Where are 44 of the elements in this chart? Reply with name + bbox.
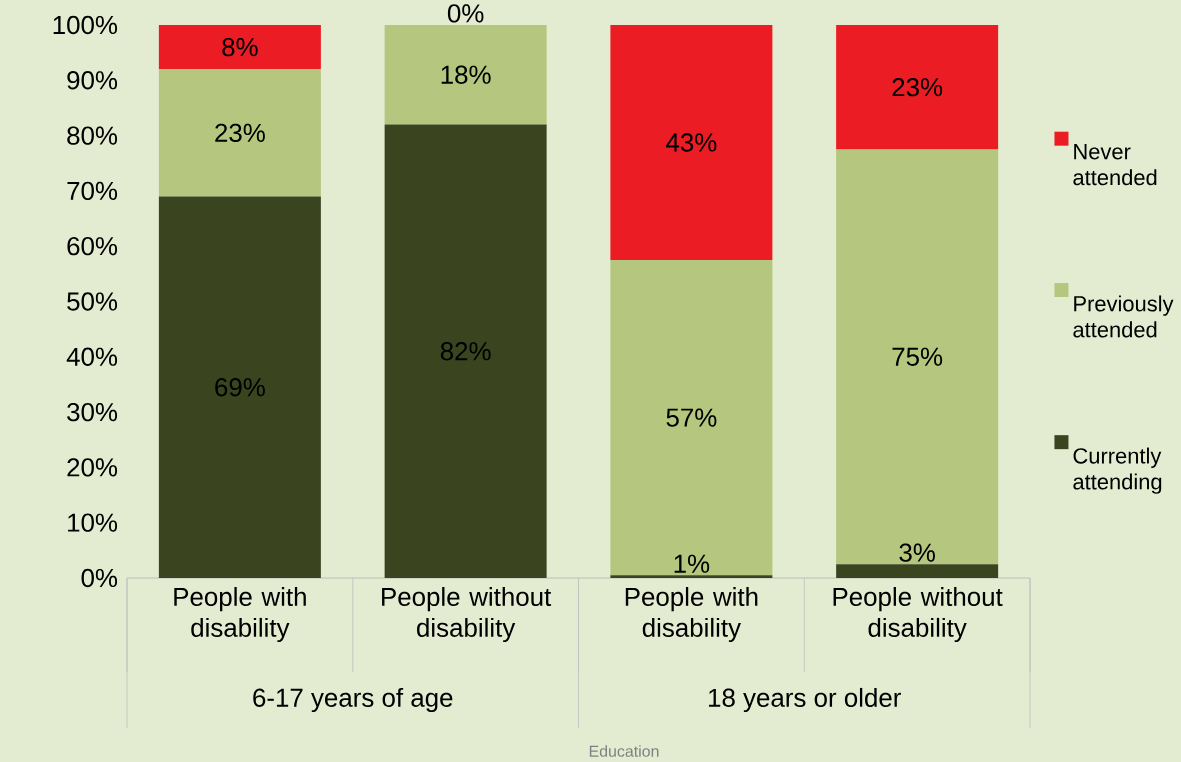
y-tick-label: 20% <box>67 458 118 477</box>
bar <box>836 564 999 578</box>
legend-label: Never attended <box>1073 144 1157 186</box>
y-tick-label: 50% <box>67 292 118 311</box>
y-tick-label: 40% <box>66 347 118 366</box>
x-tick-label: People without disability <box>833 587 1003 643</box>
y-tick-label: 60% <box>67 237 118 256</box>
data-label: 69% <box>215 378 265 397</box>
data-label: 43% <box>666 133 717 152</box>
data-label: 57% <box>666 408 717 427</box>
y-tick-label: 70% <box>67 181 118 201</box>
bar <box>158 196 321 578</box>
bar <box>158 24 321 70</box>
y-tick-label: 100% <box>53 15 118 35</box>
x-tick-label: People with disability <box>174 587 306 643</box>
data-label: 8% <box>222 37 258 57</box>
y-tick-label: 30% <box>67 402 118 422</box>
data-label: 23% <box>215 123 265 142</box>
bar <box>836 149 999 565</box>
bar <box>836 24 999 150</box>
y-tick-label: 90% <box>67 71 118 90</box>
data-label: 1% <box>674 554 710 573</box>
text: Education <box>589 745 659 757</box>
bar <box>610 24 773 261</box>
bar <box>610 260 773 576</box>
data-label: 23% <box>892 78 943 97</box>
text: 18 years or older <box>709 687 901 713</box>
data-label: 75% <box>892 347 943 366</box>
y-tick-label: 80% <box>67 126 118 145</box>
text: 6-17 years of age <box>253 687 453 713</box>
x-tick-label: People with disability <box>625 587 758 643</box>
data-label: 3% <box>899 543 935 562</box>
data-label: 0% <box>447 4 484 23</box>
bar <box>384 24 547 125</box>
data-label: 18% <box>441 65 491 84</box>
bar <box>384 124 547 578</box>
bar <box>610 575 773 578</box>
y-tick-label: 0% <box>81 568 118 588</box>
bar <box>158 69 321 197</box>
legend-label: Currently attending <box>1073 447 1162 494</box>
data-label: 82% <box>440 342 491 361</box>
x-tick-label: People without disability <box>382 587 552 643</box>
legend-label: Previously attended <box>1073 295 1174 338</box>
y-tick-label: 10% <box>68 513 118 532</box>
